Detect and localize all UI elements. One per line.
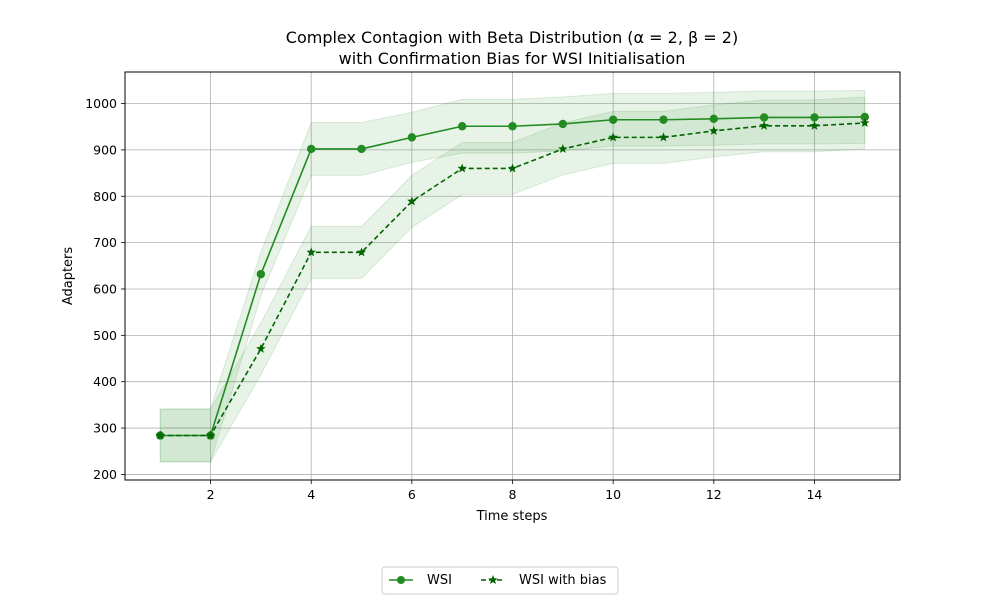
x-axis-label: Time steps: [476, 509, 548, 524]
y-tick-label: 600: [93, 281, 117, 296]
x-tick-label: 14: [806, 487, 822, 502]
point-wsi: [709, 114, 718, 124]
point-wsi-with-bias: [457, 163, 467, 173]
legend-marker-wsi-with-bias: [488, 575, 498, 585]
point-wsi: [810, 113, 819, 122]
point-wsi-with-bias: [407, 196, 417, 206]
point-wsi: [860, 112, 869, 122]
point-wsi: [256, 269, 266, 279]
x-tick-label: 8: [509, 487, 517, 502]
point-wsi: [759, 113, 769, 122]
y-tick-label: 1000: [85, 96, 117, 111]
grid: [125, 72, 900, 480]
x-tick-label: 4: [307, 487, 315, 502]
point-wsi: [558, 119, 568, 129]
x-tick-label: 2: [207, 487, 215, 502]
point-wsi-with-bias: [205, 430, 216, 440]
y-tick-label: 500: [93, 328, 117, 343]
point-wsi: [508, 122, 517, 131]
legend-marker-wsi: [397, 576, 405, 584]
legend-label-wsi: WSI: [427, 573, 452, 588]
y-axis-ticks: 200 300 400 500 600 700 800 900 1000: [85, 96, 125, 482]
chart-subtitle: with Confirmation Bias for WSI Initialis…: [339, 49, 686, 68]
band-wsi: [159, 90, 866, 463]
series-markers: [155, 112, 870, 440]
legend: WSI WSI with bias: [381, 566, 619, 595]
point-wsi-with-bias: [558, 143, 568, 154]
point-wsi: [307, 144, 316, 154]
x-tick-label: 6: [408, 487, 416, 502]
y-tick-label: 700: [93, 235, 117, 250]
point-wsi-with-bias: [809, 120, 820, 130]
point-wsi-with-bias: [658, 132, 669, 142]
point-wsi: [357, 144, 366, 154]
x-tick-label: 12: [706, 487, 722, 502]
chart-title: Complex Contagion with Beta Distribution…: [286, 28, 738, 47]
point-wsi-with-bias: [759, 120, 769, 130]
x-axis-ticks: 2 4 6 8 10 12 14: [207, 480, 822, 502]
y-tick-label: 300: [93, 421, 117, 436]
y-tick-label: 400: [93, 374, 117, 389]
y-tick-label: 800: [93, 189, 117, 204]
y-axis-label: Adapters: [61, 247, 76, 306]
point-wsi: [659, 115, 668, 124]
point-wsi-with-bias: [256, 343, 266, 353]
y-tick-label: 900: [93, 142, 117, 157]
legend-label-wsi-with-bias: WSI with bias: [519, 573, 607, 588]
point-wsi-with-bias: [608, 132, 618, 142]
point-wsi-with-bias: [507, 163, 518, 173]
x-tick-label: 10: [605, 487, 621, 502]
point-wsi: [608, 115, 618, 124]
point-wsi-with-bias: [155, 430, 165, 440]
point-wsi-with-bias: [860, 118, 870, 128]
y-tick-label: 200: [93, 467, 117, 482]
point-wsi-with-bias: [306, 247, 316, 257]
point-wsi-with-bias: [709, 125, 719, 135]
point-wsi: [457, 122, 467, 131]
point-wsi-with-bias: [356, 247, 367, 257]
point-wsi: [407, 133, 417, 142]
